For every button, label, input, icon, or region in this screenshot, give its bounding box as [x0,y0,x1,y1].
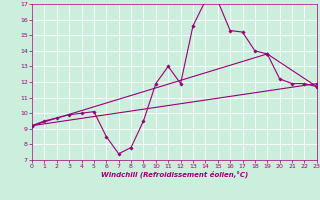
X-axis label: Windchill (Refroidissement éolien,°C): Windchill (Refroidissement éolien,°C) [101,171,248,178]
